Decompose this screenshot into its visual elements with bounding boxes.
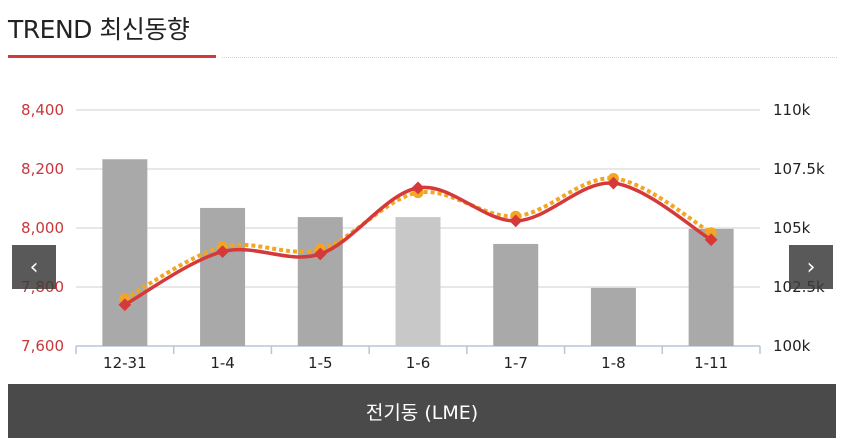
- bar: [200, 207, 246, 346]
- title-divider: [222, 57, 837, 58]
- chart-caption: 전기동 (LME): [365, 401, 479, 424]
- header: TREND 최신동향: [8, 10, 190, 46]
- x-tick-label: 1-11: [694, 354, 728, 372]
- y-left-tick-label: 8,400: [21, 101, 64, 119]
- y-left-tick-label: 7,600: [21, 337, 64, 355]
- bar: [102, 159, 148, 346]
- bar: [590, 287, 636, 346]
- y-left-tick-label: 8,200: [21, 160, 64, 178]
- bar: [395, 217, 441, 346]
- page-title: TREND 최신동향: [8, 15, 190, 44]
- bar: [493, 243, 539, 346]
- x-tick-label: 1-5: [308, 354, 333, 372]
- y-right-tick-label: 100k: [773, 337, 811, 355]
- x-tick-label: 1-8: [601, 354, 626, 372]
- title-underline: [8, 55, 216, 58]
- y-right-tick-label: 110k: [773, 101, 811, 119]
- data-point-dotted: [705, 227, 717, 239]
- x-tick-label: 1-7: [503, 354, 528, 372]
- data-point: [216, 245, 229, 258]
- x-tick-label: 12-31: [103, 354, 147, 372]
- data-point: [313, 247, 327, 261]
- bar: [688, 228, 734, 346]
- chart: 7,600100k7,800102.5k8,000105k8,200107.5k…: [21, 101, 825, 372]
- y-right-tick-label: 107.5k: [773, 160, 825, 178]
- y-left-tick-label: 8,000: [21, 219, 64, 237]
- prev-arrow-icon[interactable]: ‹: [12, 245, 56, 289]
- chart-caption-bar[interactable]: 전기동 (LME): [8, 384, 836, 438]
- data-point: [411, 181, 425, 195]
- x-tick-label: 1-4: [210, 354, 235, 372]
- data-point: [118, 298, 132, 312]
- next-arrow-icon[interactable]: ›: [789, 245, 833, 289]
- y-right-tick-label: 105k: [773, 219, 811, 237]
- bar: [297, 217, 343, 346]
- x-tick-label: 1-6: [406, 354, 431, 372]
